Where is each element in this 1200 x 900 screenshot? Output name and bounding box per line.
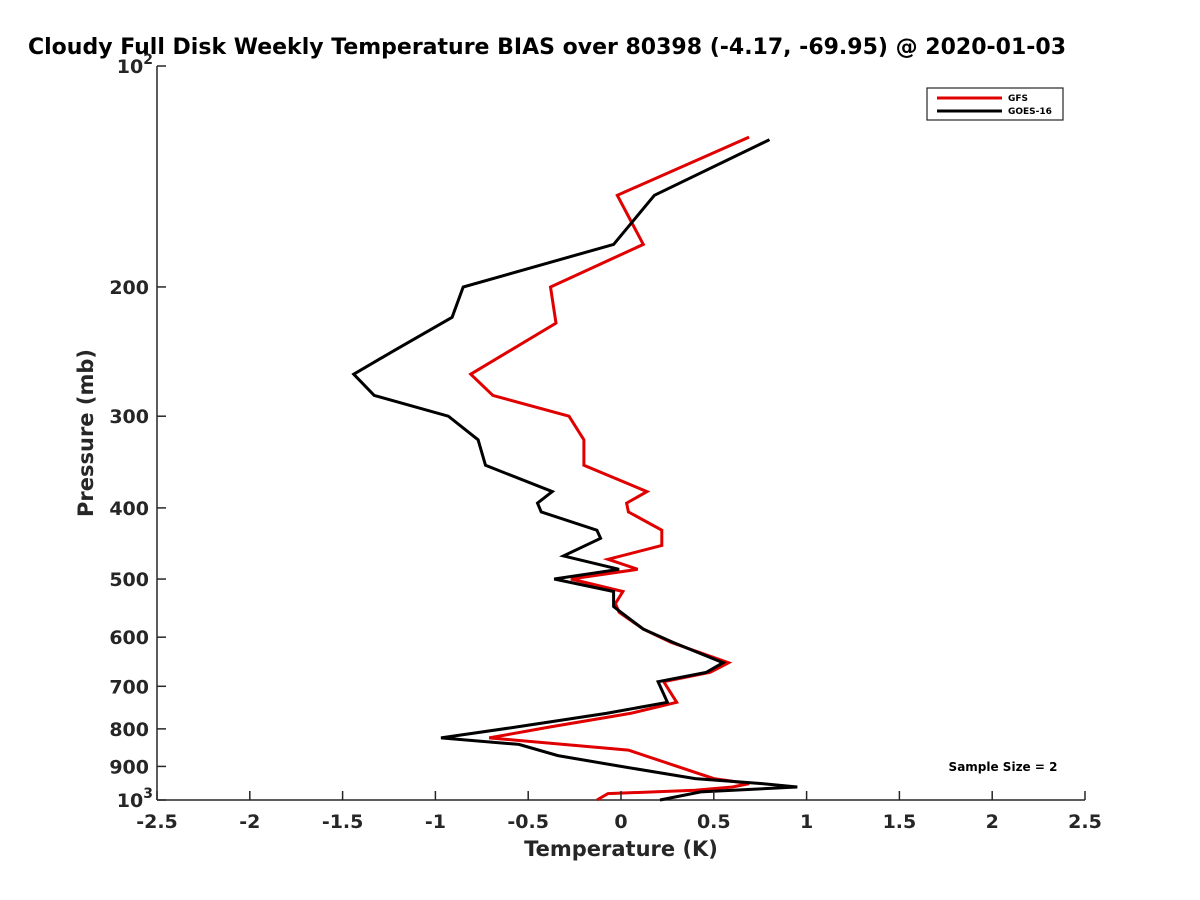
y-tick-label: 400 (109, 498, 149, 520)
y-tick-label: 900 (109, 756, 149, 778)
x-tick-label: 1.5 (883, 811, 917, 833)
legend: GFS GOES-16 (926, 87, 1064, 121)
x-tick-label: -0.5 (507, 811, 549, 833)
x-tick-label: -1 (425, 811, 446, 833)
y-tick-label: 300 (109, 406, 149, 428)
y-tick-label: 102 (117, 52, 153, 78)
legend-box (926, 87, 1064, 121)
y-tick-label: 800 (109, 719, 149, 741)
y-axis-label: Pressure (mb) (74, 349, 98, 517)
x-tick-label: 2.5 (1068, 811, 1102, 833)
series-layer (351, 135, 798, 802)
plot-area: -2.5 -2 -1.5 -1 -0.5 0 0.5 1 1.5 2 2.5 102 200 300 40… (109, 52, 1102, 833)
chart-title: Cloudy Full Disk Weekly Temperature BIAS… (28, 35, 1066, 60)
x-tick-label: 0 (614, 811, 627, 833)
series-line-gfs (468, 135, 750, 802)
y-tick-label: 103 (117, 786, 153, 812)
y-tick-label: 200 (109, 277, 149, 299)
series-line-goes-16 (351, 138, 798, 802)
x-tick-label: 2 (986, 811, 999, 833)
x-tick-label: -2.5 (136, 811, 178, 833)
x-axis-label: Temperature (K) (524, 837, 718, 861)
y-axis-ticks: 102 200 300 400 500 600 700 800 900 103 (109, 52, 166, 812)
x-axis-ticks: -2.5 -2 -1.5 -1 -0.5 0 0.5 1 1.5 2 2.5 (136, 791, 1102, 833)
y-tick-label: 600 (109, 627, 149, 649)
sample-size-annotation: Sample Size = 2 (949, 760, 1058, 774)
legend-label: GOES-16 (1008, 107, 1052, 117)
legend-label: GFS (1008, 94, 1028, 104)
x-tick-label: 0.5 (697, 811, 731, 833)
x-tick-label: -2 (239, 811, 260, 833)
y-tick-label: 500 (109, 569, 149, 591)
x-tick-label: -1.5 (322, 811, 364, 833)
y-tick-label: 700 (109, 676, 149, 698)
x-tick-label: 1 (800, 811, 813, 833)
